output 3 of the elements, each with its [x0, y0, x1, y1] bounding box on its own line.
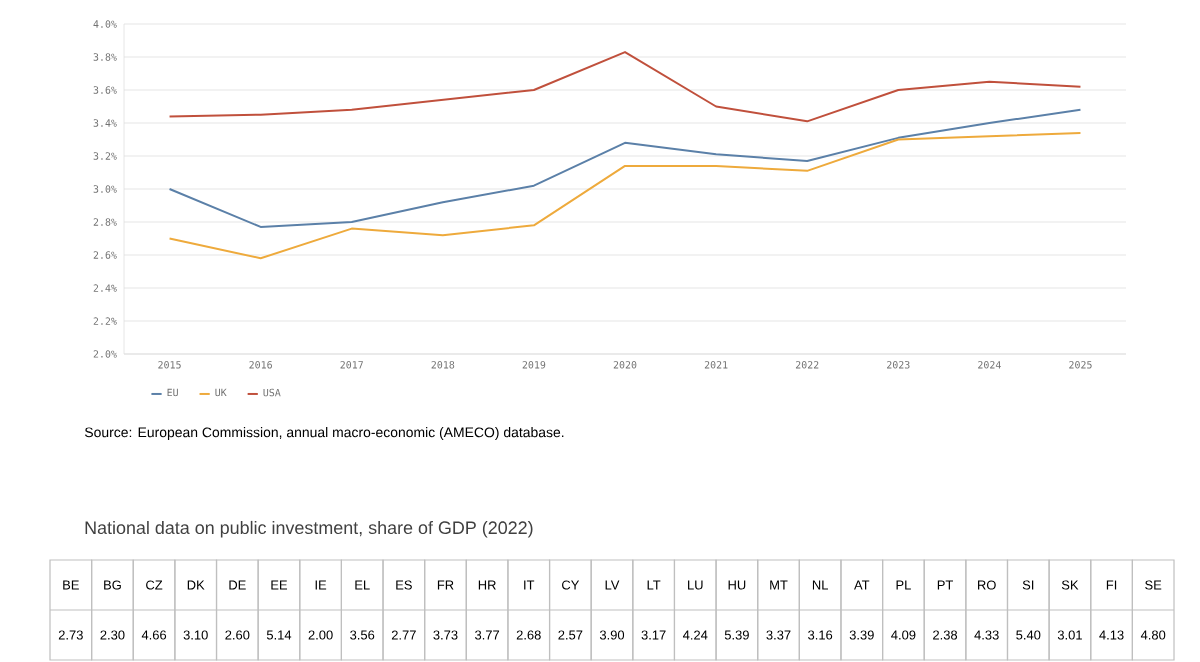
- text: National data on public investment, share of GDP (2022): [85, 520, 533, 538]
- line-series: [168, 108, 1082, 228]
- line-series: [168, 131, 1082, 260]
